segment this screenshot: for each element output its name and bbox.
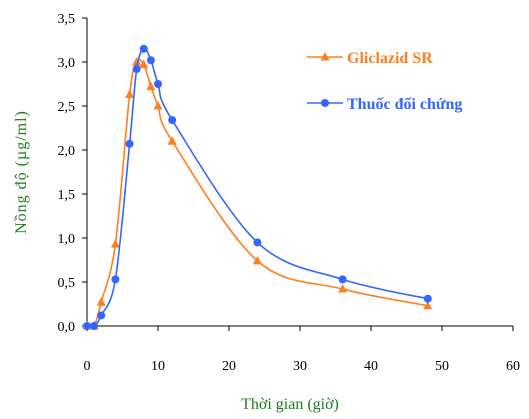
data-point (97, 311, 106, 320)
data-point (153, 101, 163, 110)
data-point (168, 116, 177, 125)
data-point (252, 255, 262, 265)
data-point (125, 89, 135, 99)
data-point (90, 322, 99, 330)
data-point (139, 44, 148, 53)
data-point (110, 239, 120, 248)
legend: Gliclazid SR Thuốc đối chứng (307, 50, 462, 113)
legend-item-1: Gliclazid SR (307, 50, 433, 67)
y-tick-label: 2,0 (58, 144, 76, 159)
legend-marker (320, 52, 330, 61)
data-point (83, 322, 91, 330)
x-tick-label: 30 (293, 359, 307, 374)
data-point (338, 284, 348, 293)
y-tick-label: 3,0 (58, 56, 76, 71)
y-tick-label: 2,5 (58, 100, 76, 115)
x-tick-label: 0 (84, 359, 91, 374)
x-tick-label: 50 (435, 359, 449, 374)
data-point (146, 56, 155, 65)
y-tick-label: 3,5 (58, 12, 76, 27)
data-point (423, 294, 432, 303)
legend-item-2: Thuốc đối chứng (307, 96, 462, 113)
data-point (253, 238, 262, 247)
y-tick-label: 1,0 (58, 232, 76, 247)
data-point (111, 275, 120, 284)
data-point (154, 80, 162, 88)
legend-label: Thuốc đối chứng (347, 96, 462, 113)
data-point (423, 300, 433, 310)
x-tick-label: 20 (222, 359, 236, 374)
data-point (139, 59, 149, 69)
data-point (132, 65, 141, 74)
data-point (167, 136, 177, 145)
series-line (86, 47, 428, 328)
y-tick-label: 0,0 (58, 320, 76, 335)
y-tick-label: 1,5 (58, 188, 76, 203)
axes: 0 10 20 30 40 50 60 0,0 0,5 1,0 1,5 2,0 2,5 3,0 3,5 (58, 12, 521, 374)
x-axis-title: Thời gian (giờ) (241, 396, 339, 413)
y-tick-label: 0,5 (58, 276, 76, 291)
data-point (96, 297, 106, 306)
series-1 (82, 57, 433, 330)
legend-label: Gliclazid SR (347, 50, 433, 67)
legend-marker (321, 99, 329, 107)
x-tick-label: 10 (151, 359, 165, 374)
data-point (125, 139, 134, 148)
data-point (146, 81, 156, 91)
x-tick-label: 40 (364, 359, 378, 374)
x-tick-label: 60 (506, 359, 520, 374)
data-point (338, 275, 347, 284)
y-axis-title: Nồng độ (µg/ml) (13, 110, 30, 234)
series-2 (83, 44, 432, 330)
series-layer (82, 44, 433, 330)
data-point (132, 57, 142, 66)
